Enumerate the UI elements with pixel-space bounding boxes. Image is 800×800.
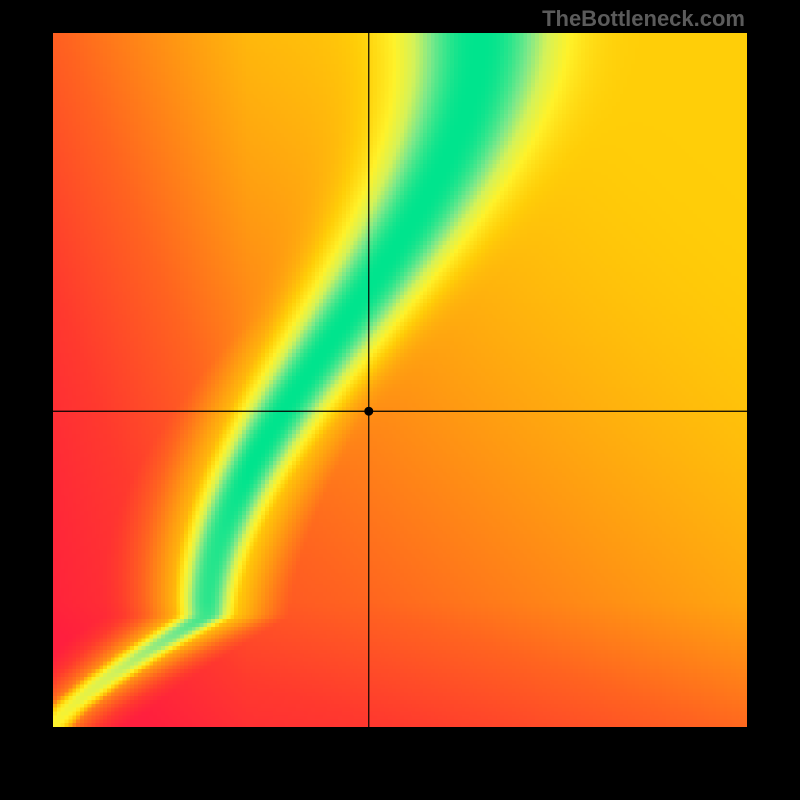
chart-container: { "watermark": { "text": "TheBottleneck.… [0,0,800,800]
watermark-text: TheBottleneck.com [542,6,745,32]
bottleneck-heatmap [53,33,747,727]
